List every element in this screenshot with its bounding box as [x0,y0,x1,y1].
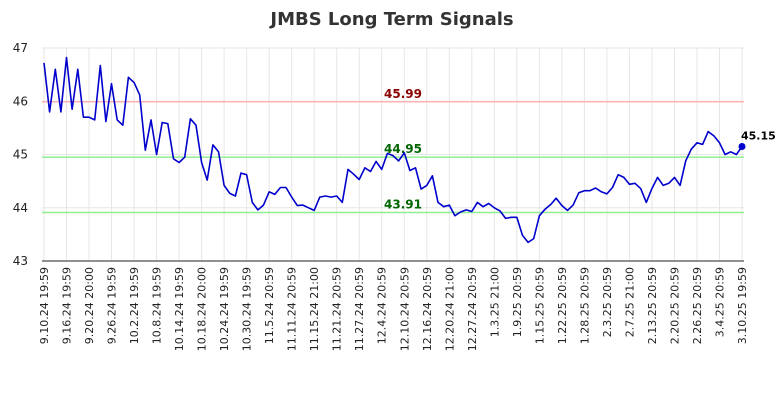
x-tick-label: 2.3.25 20:59 [601,267,614,337]
reference-line-label: 45.99 [384,87,422,101]
x-gridlines [43,48,743,261]
last-point-marker [738,143,746,151]
reference-line-label: 44.95 [384,142,422,156]
x-tick-label: 1.28.25 20:59 [578,267,591,344]
x-tick-label: 10.8.24 19:59 [151,267,164,344]
x-tick-label: 11.5.24 20:59 [263,267,276,344]
series-group: 45.15 [43,56,776,244]
x-tick-label: 1.22.25 20:59 [556,267,569,344]
reference-lines: 45.99 44.95 43.91 [42,87,744,214]
y-gridlines [42,47,744,209]
x-tick-label: 2.20.25 20:59 [668,267,681,344]
x-axis-ticks: 9.10.24 19:59 9.16.24 19:59 9.20.24 20:00 9… [38,267,749,351]
x-tick-label: 2.26.25 20:59 [691,267,704,344]
x-tick-label: 11.21.24 20:59 [331,267,344,351]
x-tick-label: 12.16.24 20:59 [421,267,434,351]
x-tick-label: 3.10.25 19:59 [736,267,749,344]
x-tick-label: 9.20.24 20:00 [83,267,96,344]
last-value-label: 45.15 [741,130,776,143]
x-tick-label: 12.4.24 20:59 [376,267,389,344]
x-tick-label: 3.4.25 20:59 [713,267,726,337]
series-line [43,56,743,244]
x-tick-label: 12.27.24 20:59 [466,267,479,351]
x-tick-label: 12.20.24 21:00 [443,267,456,351]
y-axis-ticks: 43 44 45 46 47 [13,41,28,268]
x-tick-label: 10.14.24 19:59 [173,267,186,351]
y-tick-label: 44 [13,201,28,215]
y-tick-label: 46 [13,94,28,108]
chart-title: JMBS Long Term Signals [268,9,513,30]
x-tick-label: 1.9.25 20:59 [511,267,524,337]
x-tick-label: 10.18.24 20:00 [196,267,209,351]
x-tick-label: 10.24.24 19:59 [218,267,231,351]
reference-line-label: 43.91 [384,198,422,212]
x-tick-label: 9.16.24 19:59 [61,267,74,344]
x-tick-label: 1.15.25 20:59 [533,267,546,344]
x-tick-label: 9.26.24 19:59 [106,267,119,344]
x-tick-label: 10.30.24 19:59 [241,267,254,351]
x-tick-label: 10.2.24 19:59 [128,267,141,344]
x-tick-label: 9.10.24 19:59 [38,267,51,344]
x-tick-label: 11.11.24 20:59 [286,267,299,351]
y-tick-label: 43 [13,254,28,268]
x-tick-label: 12.10.24 20:59 [398,267,411,351]
x-tick-label: 11.15.24 21:00 [308,267,321,351]
x-tick-label: 2.13.25 20:59 [646,267,659,344]
y-tick-label: 45 [13,148,28,162]
x-tick-label: 11.27.24 20:59 [353,267,366,351]
x-tick-label: 2.7.25 21:00 [623,267,636,337]
y-tick-label: 47 [13,41,28,55]
x-tick-label: 1.3.25 21:00 [488,267,501,337]
